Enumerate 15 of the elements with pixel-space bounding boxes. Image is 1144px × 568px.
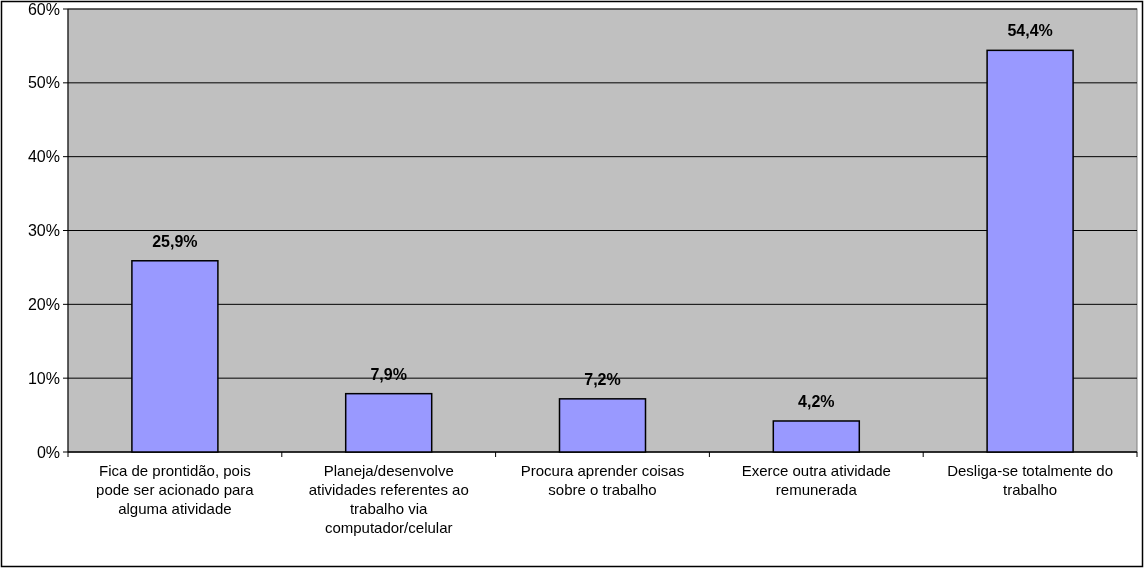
y-tick-label: 50%	[27, 74, 60, 92]
data-label: 25,9%	[152, 232, 198, 250]
x-tick-label: Fica de prontidão, pois pode ser acionado para alguma atividade	[96, 462, 255, 517]
data-label: 4,2%	[798, 392, 835, 410]
y-tick-label: 20%	[27, 295, 60, 313]
y-tick-label: 60%	[27, 0, 60, 18]
y-tick-label: 10%	[27, 369, 60, 387]
y-tick-label: 30%	[27, 222, 60, 240]
y-tick-label: 0%	[36, 443, 60, 461]
x-tick-label: Procura aprender coisas sobre o trabalho	[520, 462, 685, 498]
x-tick-label: Exerce outra atividade remunerada	[741, 462, 891, 498]
x-tick-label: Planeja/desenvolve atividades referentes ao trabalho via computador/celular	[308, 462, 469, 536]
x-tick-label: Desliga-se totalmente do trabalho	[947, 462, 1114, 498]
y-tick-label: 40%	[27, 148, 60, 166]
data-label: 54,4%	[1007, 22, 1053, 40]
